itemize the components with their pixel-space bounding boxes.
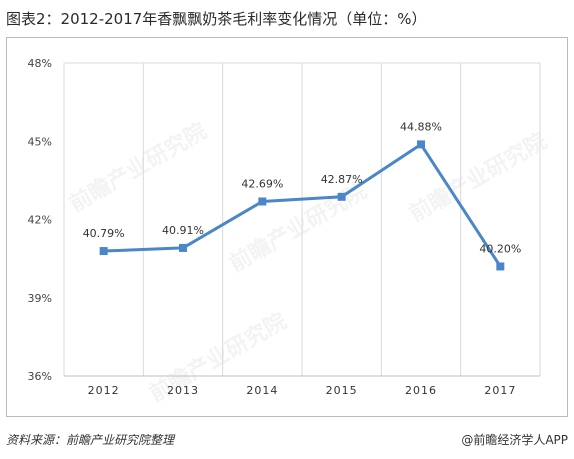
data-point-marker <box>417 140 425 149</box>
x-tick-label: 2012 <box>88 384 120 397</box>
data-label: 42.69% <box>241 178 283 191</box>
data-label: 40.20% <box>479 242 521 255</box>
x-tick-label: 2014 <box>246 384 278 397</box>
source-note: 资料来源：前瞻产业研究院整理 <box>6 433 175 447</box>
series-line <box>103 142 502 268</box>
y-tick-label: 42% <box>28 214 52 227</box>
x-tick-label: 2016 <box>405 384 437 397</box>
data-label: 40.91% <box>162 224 204 237</box>
credit-note: @前瞻经济学人APP <box>461 433 568 447</box>
data-label: 44.88% <box>400 120 442 133</box>
y-tick-label: 36% <box>28 370 52 383</box>
data-point-marker <box>258 197 267 206</box>
data-point-marker <box>179 243 187 252</box>
chart-frame <box>6 37 568 417</box>
x-tick-label: 2017 <box>484 384 516 397</box>
y-tick-label: 48% <box>28 57 52 70</box>
chart-title: 图表2：2012-2017年香飘飘奶茶毛利率变化情况（单位：%） <box>6 10 427 28</box>
data-label: 40.79% <box>83 227 125 240</box>
data-point-marker <box>496 262 505 271</box>
data-point-marker <box>337 192 346 201</box>
x-tick-label: 2015 <box>326 384 358 397</box>
y-tick-label: 39% <box>28 292 52 305</box>
x-tick-label: 2013 <box>167 384 199 397</box>
y-tick-label: 45% <box>28 135 52 148</box>
data-point-marker <box>99 247 108 256</box>
data-label: 42.87% <box>321 173 363 186</box>
